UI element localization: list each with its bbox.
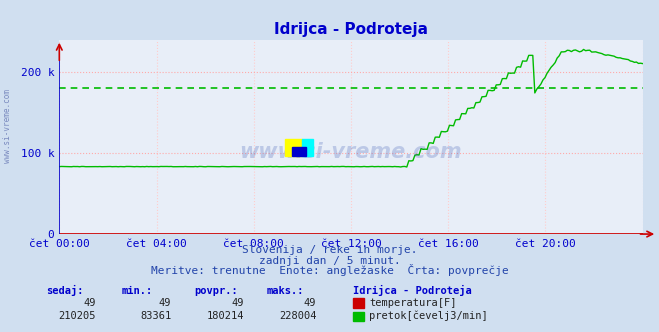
Text: sedaj:: sedaj:: [46, 285, 84, 296]
Bar: [302, 138, 312, 156]
Bar: [292, 147, 306, 156]
Text: www.si-vreme.com: www.si-vreme.com: [3, 89, 13, 163]
Text: zadnji dan / 5 minut.: zadnji dan / 5 minut.: [258, 256, 401, 266]
Text: 49: 49: [231, 298, 244, 308]
Text: 180214: 180214: [206, 311, 244, 321]
Text: 49: 49: [159, 298, 171, 308]
Text: maks.:: maks.:: [267, 286, 304, 296]
Text: 210205: 210205: [58, 311, 96, 321]
Text: 49: 49: [83, 298, 96, 308]
Text: 49: 49: [304, 298, 316, 308]
Text: Slovenija / reke in morje.: Slovenija / reke in morje.: [242, 245, 417, 255]
Text: min.:: min.:: [122, 286, 153, 296]
Text: 83361: 83361: [140, 311, 171, 321]
Text: 228004: 228004: [279, 311, 316, 321]
Text: www.si-vreme.com: www.si-vreme.com: [240, 142, 462, 162]
Text: Meritve: trenutne  Enote: angležaske  Črta: povprečje: Meritve: trenutne Enote: angležaske Črta…: [151, 264, 508, 276]
Text: pretok[čevelj3/min]: pretok[čevelj3/min]: [369, 311, 488, 321]
Title: Idrijca - Podroteja: Idrijca - Podroteja: [274, 22, 428, 37]
Text: temperatura[F]: temperatura[F]: [369, 298, 457, 308]
Bar: [285, 138, 302, 156]
Text: povpr.:: povpr.:: [194, 286, 238, 296]
Text: Idrijca - Podroteja: Idrijca - Podroteja: [353, 285, 471, 296]
